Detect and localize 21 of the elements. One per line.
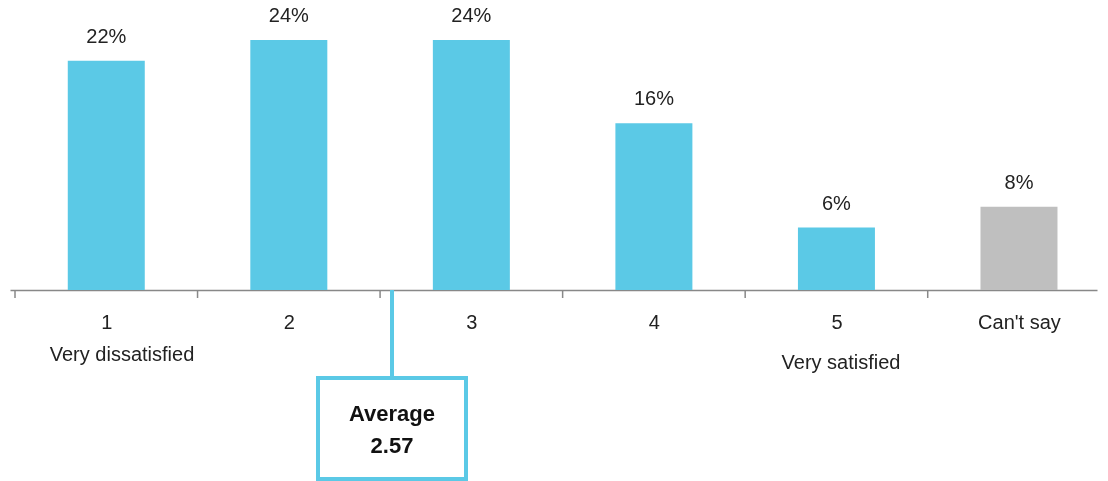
bar (250, 40, 328, 290)
bar (615, 123, 693, 290)
x-tick-label: 3 (466, 310, 478, 333)
x-tick-label: 5 (831, 310, 843, 333)
data-label: 8% (1004, 170, 1034, 193)
data-label: 24% (268, 4, 310, 26)
bar (67, 60, 145, 290)
text: Very satisfied (781, 351, 901, 373)
data-label: 16% (633, 87, 675, 110)
x-tick-label: Can't say (978, 310, 1061, 333)
x-tick-label: 1 (101, 310, 113, 333)
text: Average 2.57 (348, 401, 436, 458)
data-label: 24% (451, 4, 492, 26)
text: Very dissatisfied (49, 343, 195, 365)
x-tick-label: 4 (648, 310, 660, 333)
x-tick-label: 2 (283, 310, 295, 333)
data-label: 6% (821, 191, 852, 214)
bar (432, 40, 510, 290)
bar (797, 227, 875, 290)
bar (980, 206, 1058, 290)
data-label: 22% (86, 24, 127, 47)
